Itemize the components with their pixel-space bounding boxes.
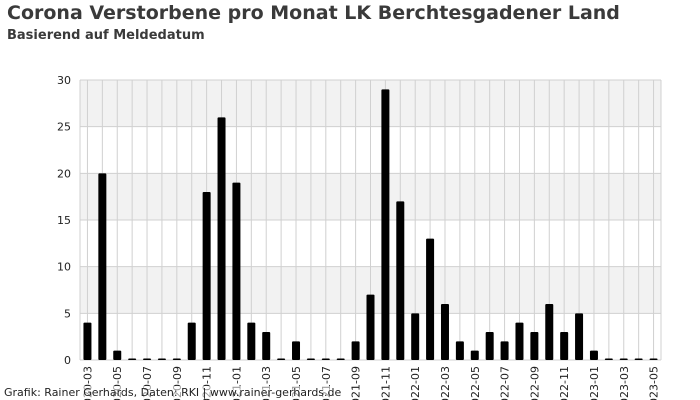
y-tick-label: 20: [57, 167, 71, 180]
bar-2021-04: [277, 358, 286, 360]
bar-2022-08: [515, 322, 524, 360]
x-tick-label: 2022-01: [409, 366, 422, 400]
bar-2020-08: [157, 358, 166, 360]
bar-2020-07: [143, 358, 152, 360]
chart-subtitle: Basierend auf Meldedatum: [7, 28, 205, 43]
bar-2023-04: [634, 358, 643, 360]
bar-2022-04: [455, 341, 464, 360]
bar-2021-10: [366, 294, 375, 360]
bar-2021-09: [351, 341, 360, 360]
x-tick-label: 2022-11: [558, 366, 571, 400]
bar-2021-11: [381, 89, 390, 360]
x-tick-label: 2023-01: [588, 366, 601, 400]
bar-2023-03: [619, 358, 628, 360]
bar-2021-01: [232, 182, 241, 360]
bar-2021-07: [321, 358, 330, 360]
y-tick-label: 0: [64, 354, 71, 367]
x-tick-label: 2022-09: [528, 366, 541, 400]
bar-2021-06: [306, 358, 315, 360]
chart-title: Corona Verstorbene pro Monat LK Berchtes…: [7, 2, 620, 24]
bar-2021-03: [262, 332, 271, 360]
bar-2020-04: [98, 173, 107, 360]
bar-2022-01: [411, 313, 420, 360]
x-tick-label: 2022-05: [469, 366, 482, 400]
y-tick-label: 5: [64, 307, 71, 320]
y-tick-label: 30: [57, 74, 71, 87]
bar-2022-03: [440, 304, 449, 360]
bars: [83, 89, 658, 360]
y-tick-label: 25: [57, 121, 71, 134]
bar-2022-10: [545, 304, 554, 360]
source-credit: Grafik: Rainer Gerhards, Daten: RKI | ww…: [4, 386, 342, 399]
bar-2021-05: [292, 341, 301, 360]
bar-2020-10: [187, 322, 196, 360]
y-tick-label: 15: [57, 214, 71, 227]
bar-2022-02: [426, 238, 435, 360]
x-tick-label: 2021-11: [379, 366, 392, 400]
bar-2023-01: [589, 350, 598, 360]
bar-2022-09: [530, 332, 539, 360]
bar-2021-02: [247, 322, 256, 360]
bar-2023-02: [604, 358, 613, 360]
bar-2023-05: [649, 358, 658, 360]
x-tick-label: 2023-03: [618, 366, 631, 400]
bar-2020-09: [172, 358, 181, 360]
bar-2022-06: [485, 332, 494, 360]
bar-2020-05: [113, 350, 122, 360]
x-tick-label: 2022-07: [499, 366, 512, 400]
bar-2020-11: [202, 192, 211, 360]
bar-2022-07: [500, 341, 509, 360]
bar-2021-12: [396, 201, 405, 360]
bar-2020-12: [217, 117, 226, 360]
bar-2022-11: [560, 332, 569, 360]
y-axis-ticks: 0 5 10 15 20 25 30: [57, 74, 71, 367]
bar-2020-03: [83, 322, 92, 360]
bar-2022-12: [575, 313, 584, 360]
bar-2020-06: [128, 358, 137, 360]
y-tick-label: 10: [57, 261, 71, 274]
bar-2021-08: [336, 358, 345, 360]
x-tick-label: 2023-05: [648, 366, 661, 400]
x-tick-label: 2021-09: [350, 366, 363, 400]
bar-2022-05: [470, 350, 479, 360]
x-tick-label: 2022-03: [439, 366, 452, 400]
